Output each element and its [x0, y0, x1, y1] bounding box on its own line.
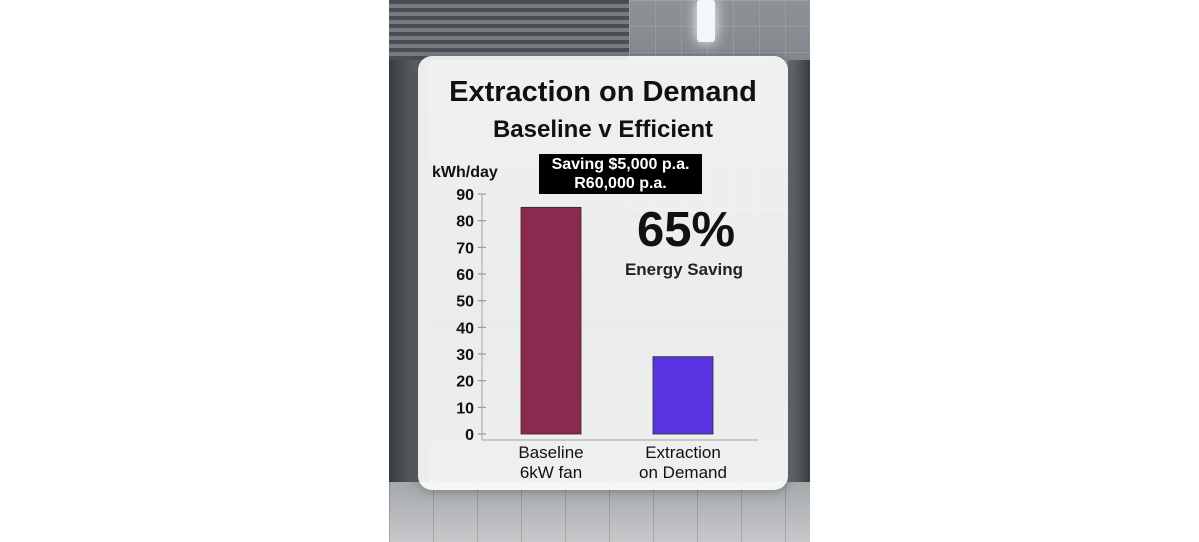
right-kitchen-unit — [788, 60, 810, 542]
energy-saving-percent: 65% — [636, 203, 736, 257]
y-tick-label: 50 — [456, 294, 474, 311]
category-label: Baseline — [518, 443, 583, 462]
saving-banner-line-1: Saving $5,000 p.a. — [551, 156, 690, 173]
y-tick-label: 80 — [456, 214, 474, 231]
y-tick-label: 40 — [456, 320, 474, 337]
y-tick-label: 70 — [456, 240, 474, 257]
bar — [520, 206, 582, 435]
y-tick-label: 20 — [456, 374, 474, 391]
extraction-hood — [389, 0, 629, 60]
chart-subtitle: Baseline v Efficient — [492, 116, 714, 143]
y-tick-label: 0 — [465, 427, 474, 444]
energy-saving-label: Energy Saving — [624, 260, 744, 279]
ceiling-light — [697, 0, 715, 42]
chart-card: Extraction on Demand Baseline v Efficien… — [418, 56, 788, 490]
chart-title: Extraction on Demand — [449, 76, 757, 108]
y-tick-label: 90 — [456, 187, 474, 204]
y-tick-label: 60 — [456, 267, 474, 284]
category-label: 6kW fan — [520, 463, 582, 482]
category-label: Extraction — [645, 443, 721, 462]
bar — [652, 356, 714, 435]
tiled-floor — [389, 482, 810, 542]
saving-banner-line-2: R60,000 p.a. — [574, 175, 667, 192]
category-label: on Demand — [639, 463, 727, 482]
y-tick-label: 10 — [456, 400, 474, 417]
y-axis-label: kWh/day — [432, 164, 498, 181]
saving-banner: Saving $5,000 p.a. R60,000 p.a. — [539, 154, 702, 194]
y-tick-label: 30 — [456, 347, 474, 364]
